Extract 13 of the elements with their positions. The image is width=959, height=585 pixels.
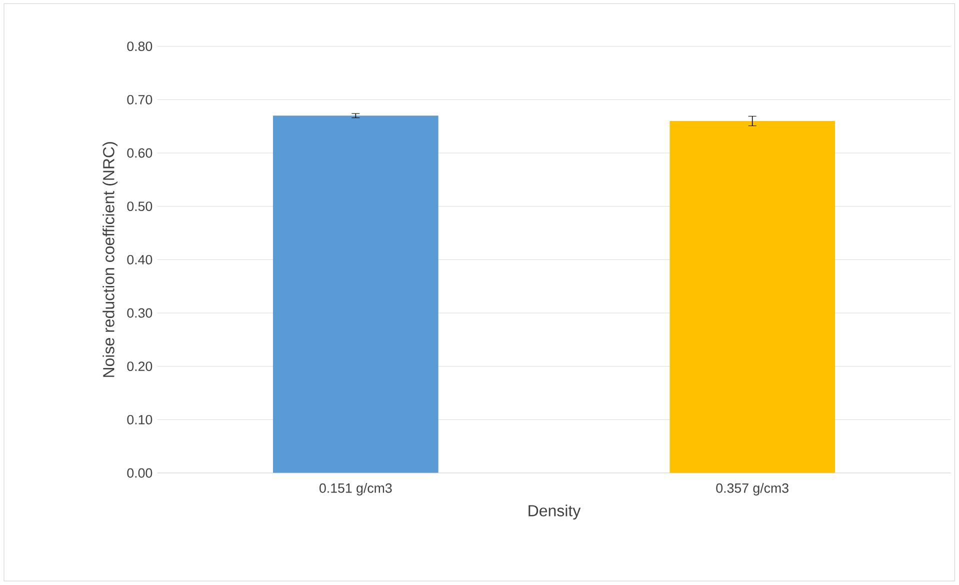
y-tick-label: 0.20	[127, 362, 152, 372]
y-tick-label: 0.70	[127, 94, 152, 104]
y-tick-label: 0.00	[127, 468, 152, 478]
y-tick-label: 0.40	[127, 254, 152, 264]
x-tick-label: 0.151 g/cm3	[320, 483, 392, 496]
y-tick-label: 0.30	[127, 308, 152, 318]
x-tick-label: 0.357 g/cm3	[716, 483, 788, 496]
y-tick-label: 0.10	[127, 414, 152, 424]
y-tick-label: 0.80	[127, 42, 152, 52]
x-axis-title: Density	[528, 504, 581, 520]
y-tick-label: 0.50	[127, 202, 152, 212]
y-axis-title: Noise reduction coefficient (NRC)	[102, 142, 118, 377]
y-tick-label: 0.60	[127, 148, 152, 158]
